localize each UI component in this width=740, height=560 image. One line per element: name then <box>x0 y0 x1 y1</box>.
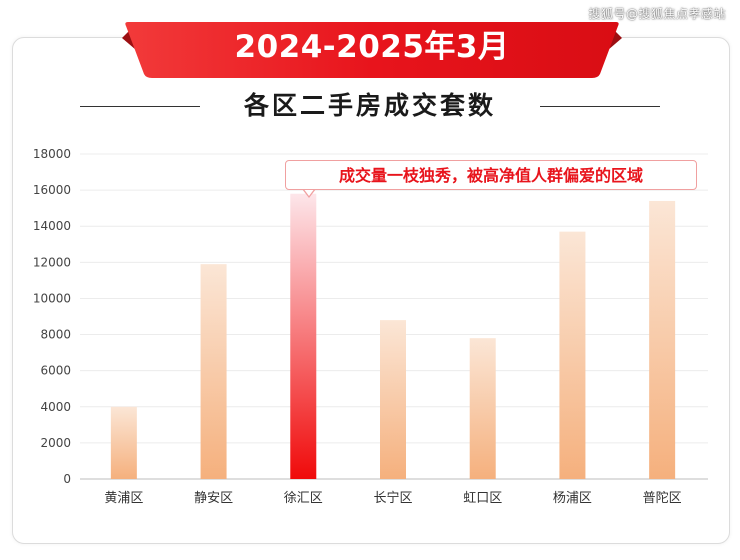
bar-1 <box>110 406 137 479</box>
x-tick-label: 黄浦区 <box>104 491 143 506</box>
callout-annotation: 成交量一枝独秀，被高净值人群偏爱的区域 <box>285 160 697 190</box>
y-tick-label: 16000 <box>33 183 71 197</box>
bar-2 <box>200 264 227 479</box>
bar-4 <box>380 320 406 479</box>
chart-subtitle: 各区二手房成交套数 <box>243 91 496 120</box>
x-tick-label: 徐汇区 <box>284 491 323 506</box>
subtitle-row: 各区二手房成交套数 <box>80 86 660 126</box>
x-tick-label: 虹口区 <box>463 491 502 506</box>
bar-5 <box>469 338 496 479</box>
title-banner: 2024-2025年3月 <box>122 20 622 78</box>
x-tick-label: 静安区 <box>194 491 233 506</box>
y-tick-label: 4000 <box>40 400 71 414</box>
bar-7 <box>649 200 676 479</box>
y-tick-label: 6000 <box>40 364 71 378</box>
subtitle-rule-left <box>80 106 200 107</box>
y-tick-label: 2000 <box>40 436 71 450</box>
banner-ribbon-shape <box>122 22 622 78</box>
y-tick-label: 10000 <box>33 291 71 305</box>
y-tick-label: 14000 <box>33 219 71 233</box>
x-tick-label: 杨浦区 <box>553 491 592 506</box>
y-tick-label: 8000 <box>40 328 71 342</box>
subtitle-rule-right <box>540 106 660 107</box>
y-tick-label: 18000 <box>33 147 71 161</box>
y-tick-label: 12000 <box>33 255 71 269</box>
watermark: 搜狐号@搜狐焦点孝感站 <box>588 7 726 21</box>
y-tick-label: 0 <box>63 472 71 486</box>
x-tick-label: 普陀区 <box>643 490 682 506</box>
x-tick-label: 长宁区 <box>373 490 412 506</box>
banner-title: 2024-2025年3月 <box>234 29 510 65</box>
bar-3 <box>290 193 317 479</box>
callout-pointer-fill <box>303 188 315 196</box>
bar-6 <box>559 231 586 479</box>
